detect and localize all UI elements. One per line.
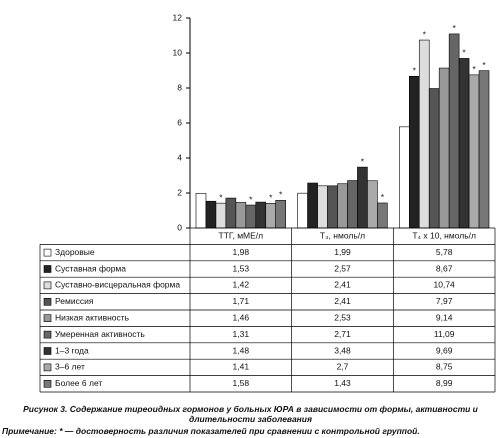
legend-swatch <box>43 281 52 290</box>
table-value: 1,71 <box>233 296 250 306</box>
table-value: 1,41 <box>233 362 250 372</box>
legend-label: Суставно-висцеральная форма <box>55 280 180 290</box>
table-value: 7,97 <box>436 296 453 306</box>
bar <box>215 202 227 229</box>
table-value: 2,57 <box>334 263 351 273</box>
bar <box>195 193 207 229</box>
bar <box>377 202 388 229</box>
legend-label: 1–3 года <box>55 345 89 355</box>
bar <box>448 33 460 229</box>
bar <box>438 67 450 229</box>
bar <box>275 200 286 229</box>
table-value: 9,14 <box>436 312 453 322</box>
caption: Рисунок 3. Содержание тиреоидных гормоно… <box>23 404 478 424</box>
legend-swatch <box>43 265 52 273</box>
bar <box>327 185 338 229</box>
table-value: 1,48 <box>233 345 250 355</box>
legend-swatch <box>43 363 52 372</box>
legend-swatch <box>43 248 52 257</box>
table-value: 10,74 <box>434 280 456 290</box>
table-value: 2,7 <box>337 362 349 372</box>
significance-mark: * <box>482 60 486 70</box>
bar <box>367 180 378 229</box>
bar <box>399 126 410 229</box>
bar <box>458 58 470 229</box>
table-value: 8,67 <box>436 263 453 273</box>
x-tick-label: T₄ x 10, нмоль/л <box>412 230 476 240</box>
table-value: 8,99 <box>436 378 453 388</box>
legend-label: Низкая активность <box>55 312 130 322</box>
bar <box>357 166 368 229</box>
significance-mark: * <box>279 190 283 200</box>
table-value: 1,58 <box>233 378 250 388</box>
bar <box>235 202 247 229</box>
legend-label: Здоровые <box>55 247 95 257</box>
note: Примечание: * — достоверность различия п… <box>2 426 420 436</box>
significance-mark: * <box>472 64 476 74</box>
legend-swatch <box>43 379 52 388</box>
y-tick-label: 0 <box>177 222 182 232</box>
y-tick-label: 12 <box>173 12 183 22</box>
significance-mark: * <box>249 194 253 204</box>
legend-label: Более 6 лет <box>55 378 102 388</box>
significance-mark: * <box>452 23 456 33</box>
table-value: 11,09 <box>434 329 455 339</box>
chart: 0 2 4 6 8 10 12 * * * * * * * * * * * * ТТГ, мМЕ/л T₃, нмоль… <box>39 12 496 393</box>
bar <box>468 74 480 229</box>
significance-mark: * <box>462 48 466 58</box>
legend-label: Суставная форма <box>55 263 126 273</box>
legend-label: Умеренная активность <box>55 329 145 339</box>
table-value: 9,69 <box>436 345 453 355</box>
table-value: 1,99 <box>334 247 351 257</box>
bar <box>297 192 308 229</box>
legend-swatch <box>43 297 52 306</box>
table-value: 1,42 <box>233 280 250 290</box>
significance-mark: * <box>413 66 417 76</box>
x-tick-label: T₃, нмоль/л <box>320 230 365 240</box>
legend-swatch <box>43 347 52 355</box>
significance-mark: * <box>423 29 427 39</box>
y-tick-label: 2 <box>177 187 182 197</box>
x-tick-label: ТТГ, мМЕ/л <box>219 230 264 240</box>
legend-swatch <box>43 330 52 339</box>
y-tick-label: 10 <box>173 47 183 57</box>
y-tick-label: 4 <box>177 152 182 162</box>
bar <box>255 201 267 229</box>
bar <box>408 75 420 229</box>
table-value: 1,31 <box>233 329 250 339</box>
bar <box>428 88 440 229</box>
bar <box>478 70 490 229</box>
table-value: 2,41 <box>334 280 351 290</box>
bar <box>337 183 348 229</box>
significance-mark: * <box>361 156 365 166</box>
legend-swatch <box>43 314 52 323</box>
table-value: 2,41 <box>334 296 351 306</box>
table-value: 3,48 <box>334 345 351 355</box>
table-value: 2,53 <box>334 312 351 322</box>
table-value: 1,98 <box>233 247 250 257</box>
bar <box>225 197 237 229</box>
y-tick-label: 8 <box>177 82 182 92</box>
bar <box>205 200 217 229</box>
table-value: 8,75 <box>436 362 453 372</box>
significance-mark: * <box>381 192 385 202</box>
table-value: 1,46 <box>233 312 250 322</box>
bar <box>418 39 430 229</box>
table-value: 1,43 <box>334 378 351 388</box>
significance-mark: * <box>219 192 223 202</box>
table-value: 2,71 <box>334 329 351 339</box>
bar <box>317 185 328 229</box>
table-value: 1,53 <box>233 263 250 273</box>
significance-mark: * <box>269 193 273 203</box>
y-tick-label: 6 <box>177 117 182 127</box>
bar <box>347 180 358 229</box>
table-value: 5,78 <box>436 247 453 257</box>
legend-label: 3–6 лет <box>55 362 85 372</box>
bar <box>265 203 277 229</box>
legend-label: Ремиссия <box>55 296 94 306</box>
bar <box>307 182 318 229</box>
bar <box>245 204 257 229</box>
